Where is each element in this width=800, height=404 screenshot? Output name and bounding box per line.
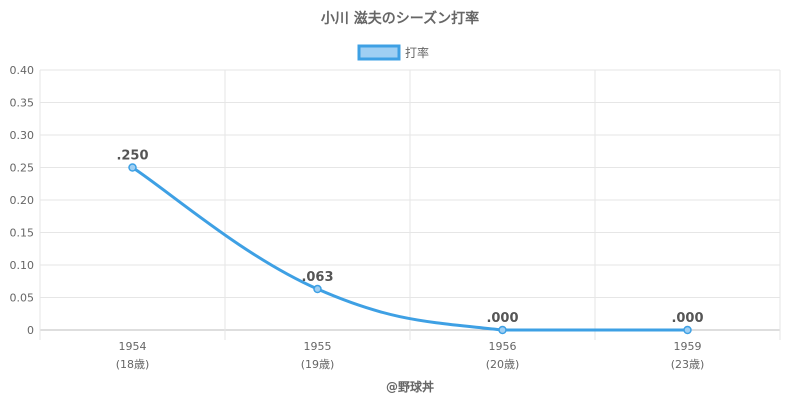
x-axis-ticks: 1954 (18歳) 1955 (19歳) 1956 (20歳) 1959 (23歳) xyxy=(116,340,705,371)
y-tick-label: 0.15 xyxy=(10,227,35,240)
y-tick-label: 0.10 xyxy=(10,259,35,272)
y-axis-ticks: 0 0.05 0.10 0.15 0.20 0.25 0.30 0.35 0.40 xyxy=(10,64,35,337)
data-point xyxy=(683,325,692,335)
data-point xyxy=(128,163,137,172)
x-tick-label: 1955 xyxy=(304,340,332,353)
y-tick-label: 0.40 xyxy=(10,64,35,77)
data-labels: .250 .063 .000 .000 xyxy=(116,149,703,327)
x-axis-title: @野球丼 xyxy=(386,379,434,394)
x-tick-sublabel: (20歳) xyxy=(486,358,520,371)
y-tick-label: 0.05 xyxy=(10,292,35,305)
y-tick-label: 0.20 xyxy=(10,194,35,207)
series-line xyxy=(131,166,689,332)
y-tick-label: 0 xyxy=(27,324,34,337)
legend-label: 打率 xyxy=(405,45,429,60)
x-tick-sublabel: (18歳) xyxy=(116,358,150,371)
data-point xyxy=(498,325,507,335)
legend-swatch xyxy=(357,44,401,61)
data-label: .000 xyxy=(671,311,703,326)
data-label: .250 xyxy=(116,149,148,164)
y-tick-label: 0.30 xyxy=(10,129,35,142)
x-tick-sublabel: (23歳) xyxy=(671,358,705,371)
data-label: .000 xyxy=(486,311,518,326)
y-tick-label: 0.35 xyxy=(10,97,35,110)
x-tick-label: 1959 xyxy=(674,340,702,353)
x-tick-sublabel: (19歳) xyxy=(301,358,335,371)
data-point xyxy=(313,284,322,294)
y-tick-label: 0.25 xyxy=(10,162,35,175)
x-tick-label: 1954 xyxy=(119,340,147,353)
x-tick-label: 1956 xyxy=(489,340,517,353)
series-line-path xyxy=(131,166,689,332)
data-label: .063 xyxy=(301,270,333,285)
legend[interactable]: 打率 xyxy=(357,44,429,61)
grid xyxy=(39,69,781,340)
chart-title: 小川 滋夫のシーズン打率 xyxy=(321,10,479,27)
data-points xyxy=(128,163,692,335)
